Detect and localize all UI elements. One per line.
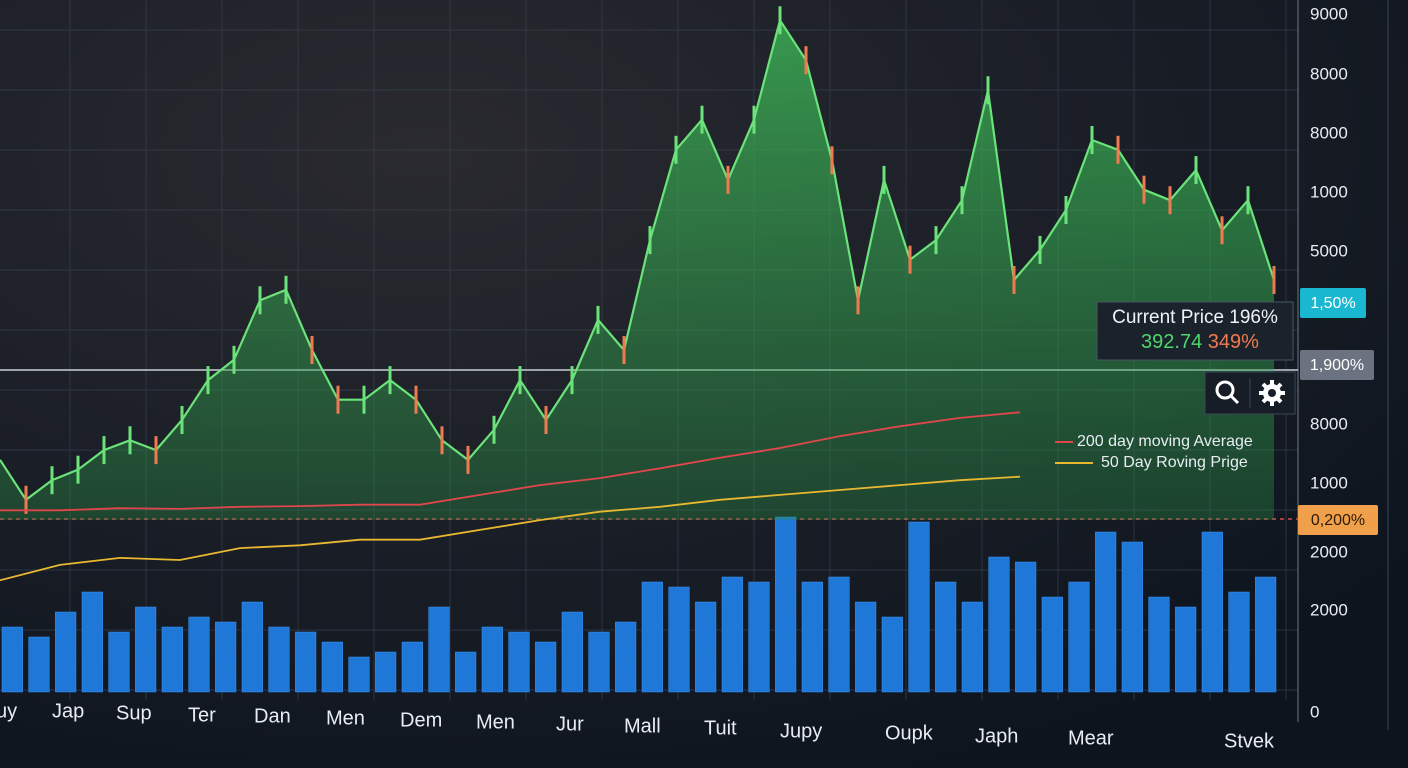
volume-bar: [668, 586, 690, 693]
y-tick-label: 2000: [1310, 600, 1348, 619]
x-tick-label: Oupk: [885, 722, 934, 744]
volume-bar: [535, 641, 557, 693]
x-tick-label: Mall: [624, 715, 661, 737]
price-line: [0, 17, 1276, 502]
current-price-label: Current Price 196%: [1112, 307, 1278, 328]
current-price-values: 392.74 349%: [1141, 331, 1259, 353]
volume-bar: [135, 606, 157, 693]
volume-bar: [1148, 596, 1170, 693]
volume-bar: [748, 581, 770, 693]
x-tick-label: Jupy: [780, 720, 822, 742]
volume-bar: [1201, 531, 1223, 693]
x-tick-label: Sup: [116, 702, 152, 724]
x-tick-label: Jur: [556, 713, 584, 735]
volume-bar: [215, 621, 237, 693]
x-tick-label: Jap: [52, 700, 84, 722]
volume-bar: [588, 631, 610, 693]
y-tick-label: 9000: [1310, 4, 1348, 23]
price: 392.74: [1141, 331, 1202, 353]
volume-bar: [241, 601, 263, 693]
volume-bar: [321, 641, 343, 693]
price-box: [1096, 301, 1294, 361]
search-button[interactable]: [1215, 380, 1240, 405]
volume-bar: [1068, 581, 1090, 693]
x-tick-label: Dem: [400, 709, 442, 731]
volume-bar: [55, 611, 77, 693]
price-area: [0, 20, 1274, 521]
y-tick-label: 1000: [1310, 182, 1348, 201]
x-tick-label: Mear: [1068, 727, 1114, 749]
x-tick-label: Tuit: [704, 717, 737, 739]
volume-bar: [1175, 606, 1197, 693]
badge-label: 1,50%: [1310, 295, 1355, 312]
badge-label: 1,900%: [1310, 357, 1364, 374]
y-tick-label: 8000: [1310, 123, 1348, 142]
volume-bar: [295, 631, 317, 693]
badge: [1300, 288, 1366, 318]
volume-bar: [1228, 591, 1250, 693]
series-layer: [0, 6, 1277, 693]
volume-bar: [721, 576, 743, 693]
y-tick-label: 0: [1310, 702, 1319, 721]
x-tick-label: Men: [326, 707, 365, 729]
volume-bar: [828, 576, 850, 693]
volume-bar: [641, 581, 663, 693]
change: 349%: [1208, 331, 1259, 353]
x-tick-label: Dan: [254, 705, 291, 727]
volume-bar: [348, 656, 370, 693]
volume-bar: [428, 606, 450, 693]
volume-bar: [801, 581, 823, 693]
y-tick-label: 8000: [1310, 414, 1348, 433]
y-tick-label: 2000: [1310, 542, 1348, 561]
moving-average: [0, 475, 1021, 582]
volume-bar: [81, 591, 103, 693]
volume-bar: [988, 556, 1010, 693]
badge: [1300, 350, 1374, 380]
volume-bar: [1041, 596, 1063, 693]
volume-bar: [615, 621, 637, 693]
volume-bar: [1015, 561, 1037, 693]
settings-button[interactable]: [1259, 380, 1285, 406]
moving-average: [0, 411, 1021, 512]
y-tick-label: 8000: [1310, 64, 1348, 83]
volume-bar: [268, 626, 290, 693]
volume-bar: [935, 581, 957, 693]
x-tick-label: Stvek: [1224, 730, 1275, 752]
volume-bar: [561, 611, 583, 693]
volume-bar: [161, 626, 183, 693]
y-tick-label: 1000: [1310, 473, 1348, 492]
volume-bar: [28, 636, 50, 693]
volume-bar: [481, 626, 503, 693]
volume-bar: [1121, 541, 1143, 693]
badge: [1298, 505, 1378, 535]
volume-bar: [188, 616, 210, 693]
volume-bar: [1095, 531, 1117, 693]
volume-bar: [375, 651, 397, 693]
volume-bar: [1255, 576, 1277, 693]
badge-label: 0,200%: [1311, 512, 1365, 529]
x-tick-label: Ter: [188, 704, 216, 726]
volume-bar: [961, 601, 983, 693]
legend-label: 200 day moving Average: [1077, 433, 1253, 450]
x-tick-label: Japh: [975, 725, 1018, 747]
y-tick-label: 5000: [1310, 241, 1348, 260]
volume-bar: [908, 521, 930, 693]
volume-bar: [775, 516, 797, 693]
volume-bar: [455, 651, 477, 693]
volume-bar: [401, 641, 423, 693]
volume-bar: [695, 601, 717, 693]
legend-label: 50 Day Roving Prige: [1101, 454, 1248, 471]
volume-bar: [108, 631, 130, 693]
volume-bar: [855, 601, 877, 693]
x-tick-label: uy: [0, 700, 17, 722]
volume-bar: [508, 631, 530, 693]
volume-bar: [1, 626, 23, 693]
x-tick-label: Men: [476, 711, 515, 733]
volume-bar: [881, 616, 903, 693]
